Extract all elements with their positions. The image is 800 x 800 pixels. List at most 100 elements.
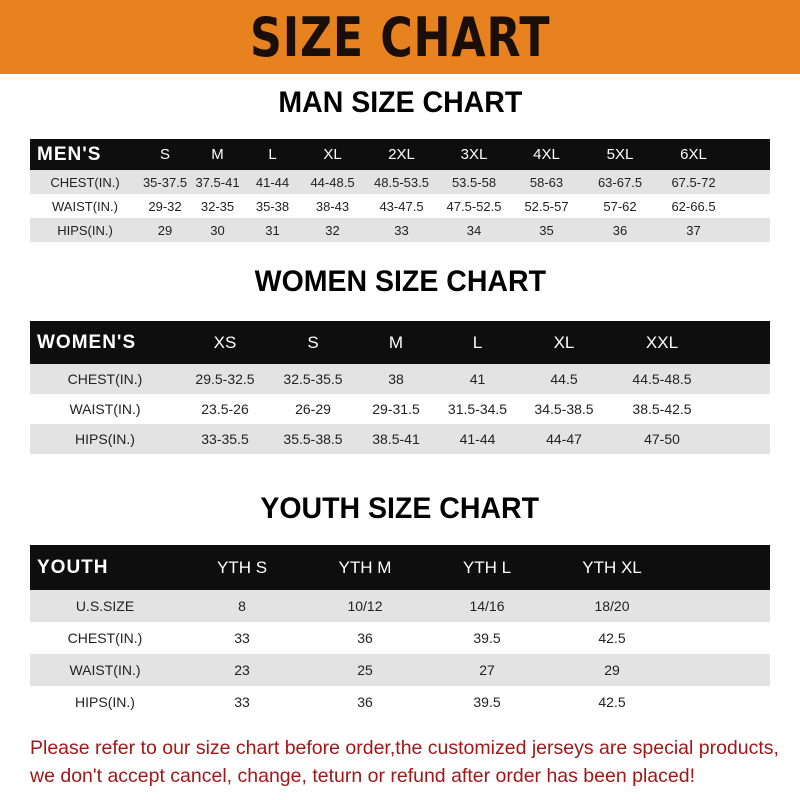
table-row: CHEST(IN.) 35-37.5 37.5-41 41-44 44-48.5 48.5… (30, 170, 770, 194)
size-value: 37 (686, 222, 701, 238)
row-label: WAIST(IN.) (52, 198, 118, 214)
size-header: YTH S (216, 557, 268, 577)
size-value: 37.5-41 (195, 174, 240, 190)
size-value: 31.5-34.5 (447, 401, 508, 417)
row-label: U.S.SIZE (75, 598, 135, 614)
size-header: 4XL (533, 146, 560, 163)
women-size-table: WOMEN'S XS S M L XL XXL CHEST(IN.) 29.5-32.5 32.5… (30, 321, 770, 454)
size-value: 27 (479, 662, 495, 678)
size-value: 41 (469, 371, 486, 387)
size-value: 58-63 (529, 174, 564, 190)
size-value: 33 (234, 630, 250, 646)
table-title-cell: YOUTH (37, 556, 109, 578)
size-value: 35 (539, 222, 554, 238)
size-value: 32-35 (200, 198, 235, 214)
size-value: 29.5-32.5 (195, 371, 255, 387)
size-value: 8 (238, 598, 246, 614)
size-value: 43-47.5 (379, 198, 424, 214)
banner-title: SIZE CHART (249, 5, 551, 69)
size-value: 38.5-42.5 (632, 401, 692, 417)
size-value: 29-32 (148, 198, 182, 214)
size-header: M (211, 146, 224, 163)
size-value: 44.5-48.5 (632, 371, 692, 387)
notice-line-1: Please refer to our size chart before or… (30, 737, 779, 759)
size-value: 52.5-57 (524, 198, 569, 214)
size-value: 48.5-53.5 (374, 174, 429, 190)
size-header: 6XL (680, 146, 707, 163)
size-value: 10/12 (347, 598, 383, 614)
size-value: 53.5-58 (451, 174, 497, 190)
youth-section-title: YOUTH SIZE CHART (260, 492, 540, 525)
table-title-cell: MEN'S (37, 143, 102, 165)
table-row: HIPS(IN.) 33 36 39.5 42.5 (30, 686, 770, 718)
row-label: HIPS(IN.) (75, 694, 135, 710)
size-value: 34.5-38.5 (534, 401, 594, 417)
size-value: 39.5 (473, 694, 501, 710)
size-value: 36 (357, 630, 373, 646)
header-row: WOMEN'S XS S M L XL XXL (30, 321, 770, 364)
size-value: 42.5 (598, 694, 626, 710)
size-value: 30 (210, 222, 225, 238)
size-value: 29 (604, 662, 620, 678)
size-value: 32.5-35.5 (283, 371, 343, 387)
women-section-title: WOMEN SIZE CHART (254, 265, 546, 298)
size-value: 42.5 (598, 630, 626, 646)
size-value: 57-62 (603, 198, 637, 214)
size-value: 33 (394, 222, 409, 238)
size-value: 63-67.5 (597, 174, 643, 190)
table-row: WAIST(IN.) 23.5-26 26-29 29-31.5 31.5-34.5 34… (30, 394, 770, 424)
row-label: WAIST(IN.) (69, 401, 141, 417)
size-value: 23.5-26 (201, 401, 249, 417)
size-header: 3XL (460, 146, 488, 163)
size-value: 31 (265, 222, 280, 238)
table-row: U.S.SIZE 8 10/12 14/16 18/20 (30, 590, 770, 622)
size-header: XL (553, 332, 575, 352)
size-header: XXL (645, 332, 679, 352)
table-title-cell: WOMEN'S (37, 331, 137, 353)
size-value: 34 (466, 222, 482, 238)
size-header: S (159, 146, 170, 163)
size-value: 25 (357, 662, 373, 678)
size-header: S (307, 332, 319, 352)
row-label: WAIST(IN.) (69, 662, 141, 678)
size-header: M (388, 332, 404, 352)
size-value: 36 (612, 222, 628, 238)
order-notice: Please refer to our size chart before or… (30, 734, 790, 790)
table-row: HIPS(IN.) 29 30 31 32 33 34 35 36 37 (30, 218, 770, 242)
men-section-title: MAN SIZE CHART (278, 86, 522, 119)
table-row: CHEST(IN.) 29.5-32.5 32.5-35.5 38 41 44.5 44.5… (30, 364, 770, 394)
size-value: 14/16 (469, 598, 505, 614)
size-value: 39.5 (473, 630, 501, 646)
size-header: L (268, 146, 277, 163)
table-row: HIPS(IN.) 33-35.5 35.5-38.5 38.5-41 41-44 44-… (30, 424, 770, 454)
header-row: YOUTH YTH S YTH M YTH L YTH XL (30, 545, 770, 590)
size-value: 29-31.5 (372, 401, 420, 417)
size-chart-banner: SIZE CHART (0, 0, 800, 74)
table-row: CHEST(IN.) 33 36 39.5 42.5 (30, 622, 770, 654)
size-value: 38 (388, 371, 404, 387)
size-value: 35-37.5 (142, 174, 188, 190)
youth-size-table: YOUTH YTH S YTH M YTH L YTH XL U.S.SIZE 8 10/12… (30, 545, 770, 718)
table-row: WAIST(IN.) 23 25 27 29 (30, 654, 770, 686)
size-value: 47.5-52.5 (446, 198, 502, 214)
size-value: 26-29 (295, 401, 331, 417)
size-value: 18/20 (594, 598, 630, 614)
row-label: CHEST(IN.) (67, 371, 143, 387)
header-row: MEN'S S M L XL 2XL 3XL 4XL 5XL 6XL (30, 139, 770, 170)
size-header: 2XL (388, 146, 415, 163)
size-header: YTH L (462, 557, 512, 577)
size-value: 41-44 (255, 174, 290, 190)
size-value: 47-50 (644, 431, 680, 447)
size-header: XL (323, 146, 342, 163)
row-label: HIPS(IN.) (57, 222, 113, 238)
size-header: YTH XL (582, 557, 642, 577)
size-header: 5XL (606, 146, 634, 163)
row-label: CHEST(IN.) (50, 174, 120, 190)
notice-line-2: we don't accept cancel, change, teturn o… (30, 765, 695, 787)
size-value: 44.5 (550, 371, 578, 387)
size-header: XS (213, 332, 237, 352)
size-header: YTH M (338, 557, 392, 577)
row-label: HIPS(IN.) (75, 431, 135, 447)
size-value: 33-35.5 (201, 431, 249, 447)
size-value: 44-47 (546, 431, 582, 447)
